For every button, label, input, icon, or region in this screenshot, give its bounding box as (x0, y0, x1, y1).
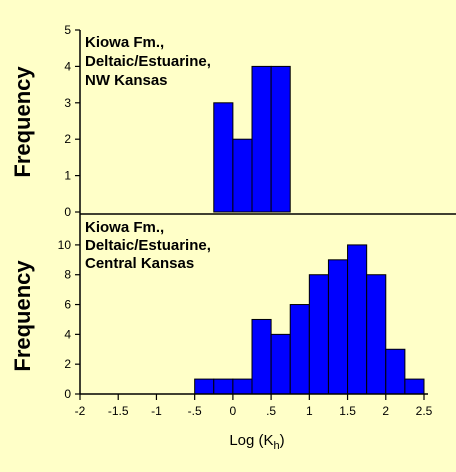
bottom-y-tick-label: 10 (58, 238, 72, 252)
top-bar (232, 138, 253, 213)
bottom-y-tick-label: 2 (64, 357, 71, 371)
bottom-bar (385, 348, 406, 395)
x-axis-label: Log (Kh) (229, 432, 284, 452)
top-y-tick-label: 0 (64, 205, 71, 219)
bottom-bar (194, 378, 215, 395)
x-tick-label: 1 (306, 404, 313, 418)
bottom-annotation-line-3: Central Kansas (85, 255, 194, 272)
top-bars (213, 65, 291, 213)
bottom-bar (251, 318, 272, 395)
top-histogram-panel: 0 1 2 3 4 5 Kiowa Fm., Deltaic/Estuarine, NW … (10, 23, 291, 219)
bottom-bar (347, 244, 368, 395)
bottom-bar (270, 333, 291, 395)
bottom-bar (289, 304, 310, 395)
x-axis-label-main: Log (K (229, 432, 273, 449)
x-tick-label: 2.5 (416, 404, 433, 418)
top-y-axis-label: Frequency (10, 66, 35, 178)
x-tick-label: -1 (151, 404, 162, 418)
top-y-axis-ticks: 0 1 2 3 4 5 (64, 23, 80, 219)
x-axis-ticks: -2 -1.5 -1 -.5 0 .5 1 1.5 2 2.5 (75, 394, 433, 418)
bottom-bars (194, 244, 425, 395)
bottom-y-tick-label: 4 (64, 327, 71, 341)
top-annotation-line-3: NW Kansas (85, 72, 168, 89)
bottom-bar (327, 259, 349, 395)
x-axis-label-close: ) (280, 432, 285, 449)
bottom-y-tick-label: 8 (64, 268, 71, 282)
bottom-bar (366, 274, 387, 395)
x-tick-label: -1.5 (108, 404, 129, 418)
x-tick-label: -2 (75, 404, 86, 418)
top-y-tick-label: 3 (64, 96, 71, 110)
bottom-y-axis-label: Frequency (10, 260, 35, 372)
x-tick-label: 1.5 (339, 404, 356, 418)
bottom-annotation-line-2: Deltaic/Estuarine, (85, 237, 211, 254)
x-tick-label: -.5 (188, 404, 202, 418)
bottom-bar (308, 274, 329, 395)
bottom-y-tick-label: 6 (64, 298, 71, 312)
top-annotation-line-1: Kiowa Fm., (85, 34, 164, 51)
top-y-tick-label: 4 (64, 59, 71, 73)
bottom-bar (232, 378, 253, 395)
bottom-y-tick-label: 0 (64, 387, 71, 401)
bottom-y-axis-ticks: 0 2 4 6 8 10 (58, 238, 80, 401)
top-bar (251, 65, 272, 213)
bottom-bar (213, 378, 234, 395)
top-bar (213, 102, 234, 213)
x-tick-label: 2 (382, 404, 389, 418)
top-y-tick-label: 5 (64, 23, 71, 37)
x-tick-label: .5 (266, 404, 276, 418)
top-annotation-line-2: Deltaic/Estuarine, (85, 53, 211, 70)
top-y-tick-label: 1 (64, 169, 71, 183)
top-y-tick-label: 2 (64, 132, 71, 146)
x-tick-label: 0 (230, 404, 237, 418)
top-bar (270, 65, 291, 213)
bottom-bar (404, 378, 425, 395)
bottom-histogram-panel: 0 2 4 6 8 10 Kiowa Fm., Deltaic/Estuarine, Ce… (10, 219, 425, 401)
bottom-annotation-line-1: Kiowa Fm., (85, 219, 164, 236)
x-axis-label-subscript: h (274, 440, 280, 452)
